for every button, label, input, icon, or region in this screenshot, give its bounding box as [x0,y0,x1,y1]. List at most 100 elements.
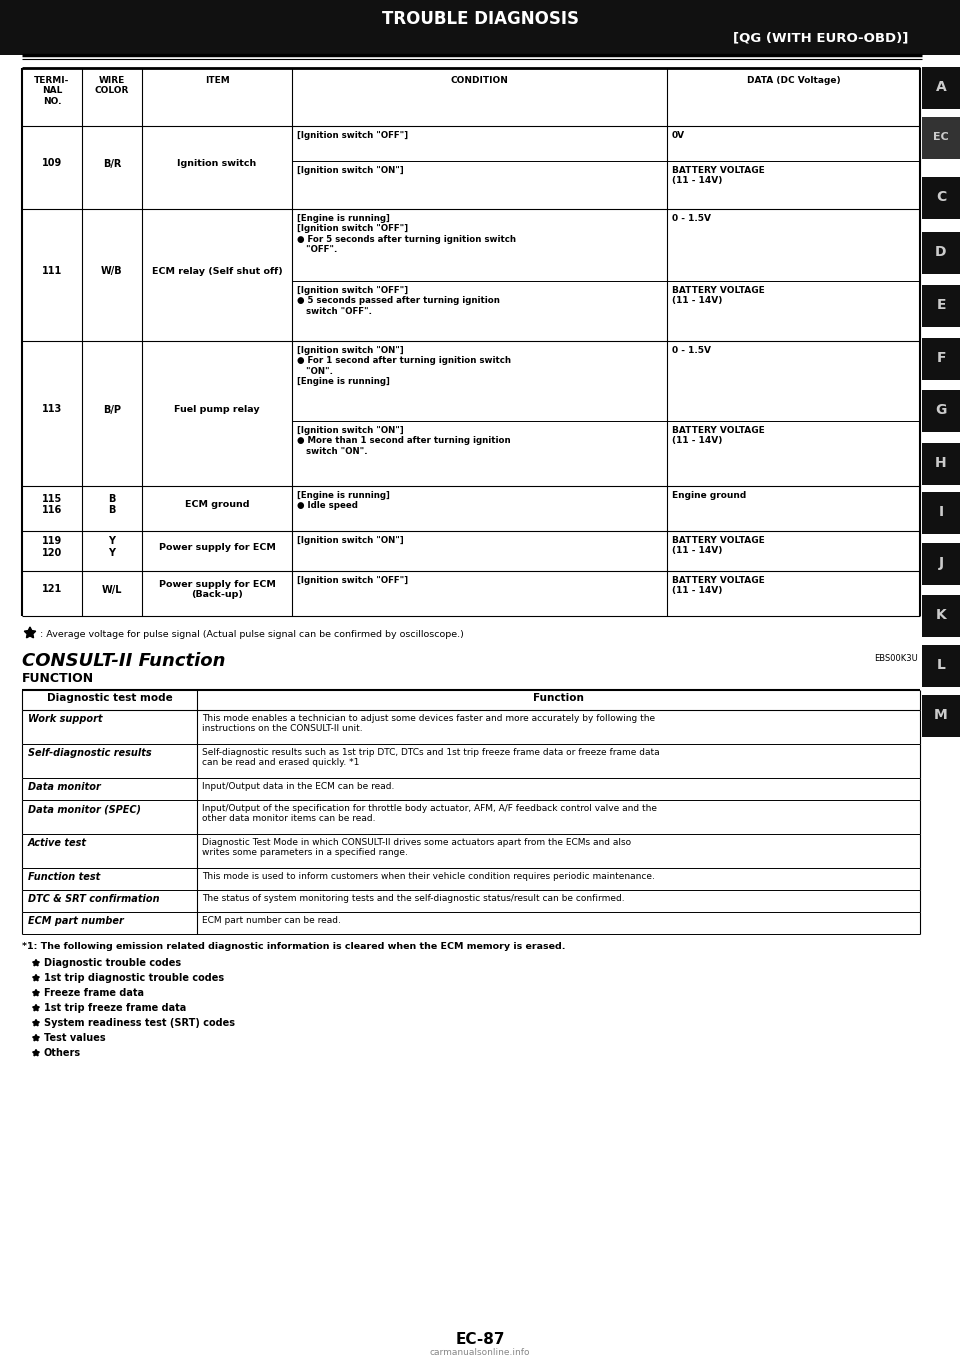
Text: [Engine is running]
● Idle speed: [Engine is running] ● Idle speed [297,492,390,511]
Bar [922,177,960,219]
Text: Function test: Function test [28,872,100,881]
Text: This mode is used to inform customers when their vehicle condition requires peri: This mode is used to inform customers wh… [202,872,655,881]
Text: 1st trip diagnostic trouble codes: 1st trip diagnostic trouble codes [44,972,224,983]
Text: D: D [935,244,947,259]
Text: Function: Function [533,693,584,703]
Text: W/L: W/L [102,584,122,595]
Bar [922,492,960,534]
Bar [922,645,960,687]
Text: Y
Y: Y Y [108,536,115,558]
Text: Diagnostic Test Mode in which CONSULT-II drives some actuators apart from the EC: Diagnostic Test Mode in which CONSULT-II… [202,838,631,857]
Text: Active test: Active test [28,838,87,847]
Text: Input/Output data in the ECM can be read.: Input/Output data in the ECM can be read… [202,782,395,790]
Text: This mode enables a technician to adjust some devices faster and more accurately: This mode enables a technician to adjust… [202,714,655,733]
Text: *1: The following emission related diagnostic information is cleared when the EC: *1: The following emission related diagn… [22,942,565,951]
Bar [922,695,960,737]
Text: ECM part number can be read.: ECM part number can be read. [202,917,341,925]
Text: A: A [936,80,947,94]
Text: BATTERY VOLTAGE
(11 - 14V): BATTERY VOLTAGE (11 - 14V) [672,536,765,555]
Text: H: H [935,456,947,470]
Text: [Ignition switch "ON"]
● More than 1 second after turning ignition
   switch "ON: [Ignition switch "ON"] ● More than 1 sec… [297,426,511,456]
Text: DTC & SRT confirmation: DTC & SRT confirmation [28,894,159,904]
Text: B/R: B/R [103,159,121,168]
Text: Freeze frame data: Freeze frame data [44,989,144,998]
Text: System readiness test (SRT) codes: System readiness test (SRT) codes [44,1018,235,1028]
Polygon shape [33,960,39,966]
Text: W/B: W/B [101,266,123,276]
Text: EC-87: EC-87 [455,1332,505,1347]
Text: FUNCTION: FUNCTION [22,672,94,684]
Text: WIRE
COLOR: WIRE COLOR [95,76,130,95]
Bar [922,338,960,380]
Polygon shape [33,1050,39,1055]
Text: G: G [935,403,947,417]
Text: BATTERY VOLTAGE
(11 - 14V): BATTERY VOLTAGE (11 - 14V) [672,576,765,595]
Text: Fuel pump relay: Fuel pump relay [174,405,260,414]
Text: [Ignition switch "ON"]
● For 1 second after turning ignition switch
   "ON".
[En: [Ignition switch "ON"] ● For 1 second af… [297,346,511,386]
Text: [Ignition switch "ON"]: [Ignition switch "ON"] [297,166,404,175]
Bar [922,67,960,109]
Text: TERMI-
NAL
NO.: TERMI- NAL NO. [35,76,70,106]
Bar [922,390,960,432]
Text: L: L [937,659,946,672]
Text: EC: EC [933,132,948,143]
Text: J: J [939,555,944,570]
Text: 111: 111 [42,266,62,276]
Text: 0V: 0V [672,130,685,140]
Text: CONSULT-II Function: CONSULT-II Function [22,652,226,669]
Text: [Ignition switch "ON"]: [Ignition switch "ON"] [297,536,404,545]
Text: B/P: B/P [103,405,121,414]
Bar [922,285,960,327]
Text: TROUBLE DIAGNOSIS: TROUBLE DIAGNOSIS [381,10,579,29]
Text: Engine ground: Engine ground [672,492,746,500]
Polygon shape [33,1005,39,1010]
Text: I: I [939,505,944,519]
Text: BATTERY VOLTAGE
(11 - 14V): BATTERY VOLTAGE (11 - 14V) [672,287,765,306]
Text: [Ignition switch "OFF"]: [Ignition switch "OFF"] [297,130,408,140]
Text: [Engine is running]
[Ignition switch "OFF"]
● For 5 seconds after turning igniti: [Engine is running] [Ignition switch "OF… [297,215,516,254]
Text: M: M [934,708,948,722]
Text: [Ignition switch "OFF"]: [Ignition switch "OFF"] [297,576,408,585]
Text: Self-diagnostic results: Self-diagnostic results [28,748,152,758]
Text: carmanualsonline.info: carmanualsonline.info [430,1348,530,1357]
Text: DATA (DC Voltage): DATA (DC Voltage) [747,76,840,86]
Polygon shape [24,627,36,638]
Text: Test values: Test values [44,1033,106,1043]
Text: BATTERY VOLTAGE
(11 - 14V): BATTERY VOLTAGE (11 - 14V) [672,426,765,445]
Text: Power supply for ECM: Power supply for ECM [158,542,276,551]
Text: 0 - 1.5V: 0 - 1.5V [672,346,711,354]
Text: Self-diagnostic results such as 1st trip DTC, DTCs and 1st trip freeze frame dat: Self-diagnostic results such as 1st trip… [202,748,660,767]
Text: Diagnostic test mode: Diagnostic test mode [47,693,173,703]
Text: Power supply for ECM
(Back-up): Power supply for ECM (Back-up) [158,580,276,599]
Text: 115
116: 115 116 [42,494,62,515]
Text: 0 - 1.5V: 0 - 1.5V [672,215,711,223]
Text: The status of system monitoring tests and the self-diagnostic status/result can : The status of system monitoring tests an… [202,894,625,903]
Bar [922,543,960,585]
Text: Others: Others [44,1048,82,1058]
Bar [922,443,960,485]
Text: [QG (WITH EURO-OBD)]: [QG (WITH EURO-OBD)] [732,31,908,43]
Text: Diagnostic trouble codes: Diagnostic trouble codes [44,957,181,968]
Text: K: K [936,608,947,622]
Polygon shape [33,990,39,995]
Text: E: E [936,297,946,312]
Text: Data monitor: Data monitor [28,782,101,792]
Text: C: C [936,190,947,204]
Text: CONDITION: CONDITION [450,76,509,86]
Text: 1st trip freeze frame data: 1st trip freeze frame data [44,1004,186,1013]
Bar [922,232,960,274]
Text: EBS00K3U: EBS00K3U [875,655,918,663]
Text: 109: 109 [42,159,62,168]
Text: ECM part number: ECM part number [28,917,124,926]
Text: 121: 121 [42,584,62,595]
Text: Data monitor (SPEC): Data monitor (SPEC) [28,804,141,813]
Text: Ignition switch: Ignition switch [178,159,256,168]
Text: Input/Output of the specification for throttle body actuator, AFM, A/F feedback : Input/Output of the specification for th… [202,804,657,823]
Bar [0,0,960,56]
Text: B
B: B B [108,494,116,515]
Text: BATTERY VOLTAGE
(11 - 14V): BATTERY VOLTAGE (11 - 14V) [672,166,765,186]
Text: [Ignition switch "OFF"]
● 5 seconds passed after turning ignition
   switch "OFF: [Ignition switch "OFF"] ● 5 seconds pass… [297,287,500,316]
Text: F: F [936,350,946,365]
Polygon shape [33,1035,39,1040]
Text: : Average voltage for pulse signal (Actual pulse signal can be confirmed by osci: : Average voltage for pulse signal (Actu… [40,630,464,640]
